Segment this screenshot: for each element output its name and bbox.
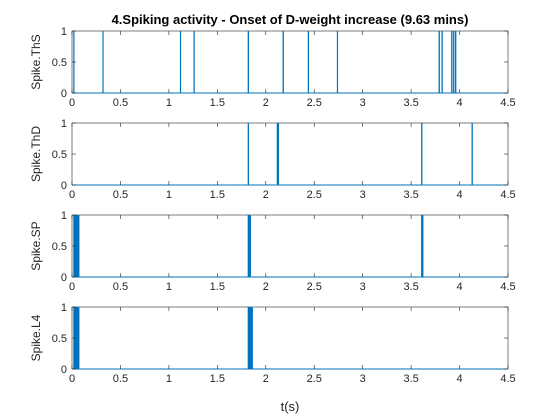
x-tick-label: 4 [456,281,462,293]
x-tick-label: 1 [166,373,172,385]
y-tick-label: 0 [61,364,67,376]
y-tick-label: 0.5 [52,333,67,345]
panel-1: 0 0.5 1 1.5 2 2.5 3 3.5 4 4.5 0 0.5 1 Spike.ThD [29,118,516,201]
x-tick-label: 0 [69,281,75,293]
y-tick-label: 0.5 [52,57,67,69]
y-axis-label: Spike.ThS [29,34,43,89]
x-tick-label: 4.5 [500,189,515,201]
x-tick-label: 1.5 [210,189,225,201]
x-tick-label: 1.5 [210,373,225,385]
x-tick-label: 2.5 [307,189,322,201]
x-tick-label: 0.5 [113,281,128,293]
x-tick-label: 0 [69,97,75,109]
y-tick-label: 0 [61,88,67,100]
x-axis-label: t(s) [281,399,300,414]
plot-frame [71,30,509,94]
y-tick-label: 0 [61,180,67,192]
chart-panels: 0 0.5 1 1.5 2 2.5 3 3.5 4 4.5 0 0.5 1 Spike.ThS 0 0.5 1 1… [29,26,516,385]
y-tick-label: 1 [61,26,67,38]
panel-0: 0 0.5 1 1.5 2 2.5 3 3.5 4 4.5 0 0.5 1 Spike.ThS [29,26,516,109]
x-tick-label: 4 [456,189,462,201]
x-tick-label: 0.5 [113,373,128,385]
y-axis-label: Spike.SP [29,221,43,270]
x-tick-label: 3.5 [403,373,418,385]
x-tick-label: 2.5 [307,373,322,385]
x-tick-label: 4.5 [500,373,515,385]
x-tick-label: 2 [263,281,269,293]
chart-title: 4.Spiking activity - Onset of D-weight i… [112,12,469,27]
y-axis-label: Spike.L4 [29,314,43,361]
x-tick-label: 1.5 [210,97,225,109]
x-tick-label: 0.5 [113,97,128,109]
x-tick-label: 2.5 [307,97,322,109]
x-tick-label: 1 [166,189,172,201]
x-tick-label: 3 [360,97,366,109]
x-tick-label: 2 [263,189,269,201]
x-tick-label: 3.5 [403,97,418,109]
y-tick-label: 0 [61,272,67,284]
x-tick-label: 1.5 [210,281,225,293]
x-tick-label: 0 [69,373,75,385]
x-tick-label: 3.5 [403,281,418,293]
plot-frame [71,306,509,370]
y-axis-label: Spike.ThD [29,126,43,182]
x-tick-label: 3 [360,189,366,201]
panel-3: 0 0.5 1 1.5 2 2.5 3 3.5 4 4.5 0 0.5 1 Spike.L4 [29,302,516,385]
x-tick-label: 0 [69,189,75,201]
plot-frame [71,122,509,186]
x-tick-label: 4 [456,373,462,385]
y-tick-label: 1 [61,302,67,314]
x-tick-label: 0.5 [113,189,128,201]
x-tick-label: 3 [360,281,366,293]
x-tick-label: 1 [166,281,172,293]
panel-2: 0 0.5 1 1.5 2 2.5 3 3.5 4 4.5 0 0.5 1 Spike.SP [29,210,516,293]
spike-train-line [72,31,508,94]
y-tick-label: 0.5 [52,241,67,253]
x-tick-label: 2.5 [307,281,322,293]
x-tick-label: 2 [263,373,269,385]
x-tick-label: 1 [166,97,172,109]
y-tick-label: 0.5 [52,149,67,161]
x-tick-label: 3.5 [403,189,418,201]
x-tick-label: 4 [456,97,462,109]
x-tick-label: 4.5 [500,281,515,293]
x-tick-label: 4.5 [500,97,515,109]
x-tick-label: 3 [360,373,366,385]
y-tick-label: 1 [61,118,67,130]
y-tick-label: 1 [61,210,67,222]
plot-frame [71,214,509,278]
x-tick-label: 2 [263,97,269,109]
